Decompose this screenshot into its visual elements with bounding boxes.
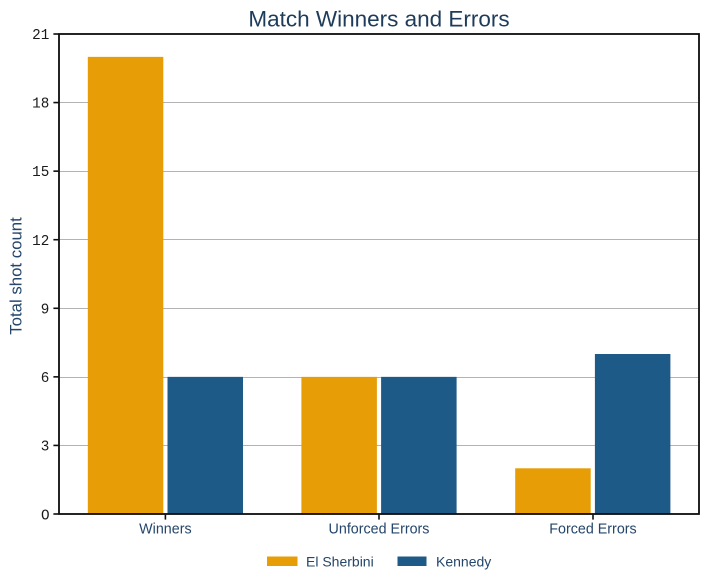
svg-text:O: O [41,508,50,524]
svg-text:12: 12 [32,234,49,250]
svg-text:15: 15 [32,165,49,181]
svg-text:Winners: Winners [139,521,191,537]
svg-text:6: 6 [41,371,50,387]
svg-text:3: 3 [41,440,50,456]
svg-text:Unforced Errors: Unforced Errors [329,521,430,537]
svg-text:21: 21 [32,28,49,44]
svg-text:Total shot count: Total shot count [7,217,26,335]
svg-text:Kennedy: Kennedy [436,553,491,569]
svg-text:18: 18 [32,97,49,113]
svg-text:9: 9 [41,302,50,318]
svg-text:El Sherbini: El Sherbini [306,553,374,569]
svg-text:Match Winners and Errors: Match Winners and Errors [248,6,509,31]
svg-text:Forced Errors: Forced Errors [549,521,636,537]
